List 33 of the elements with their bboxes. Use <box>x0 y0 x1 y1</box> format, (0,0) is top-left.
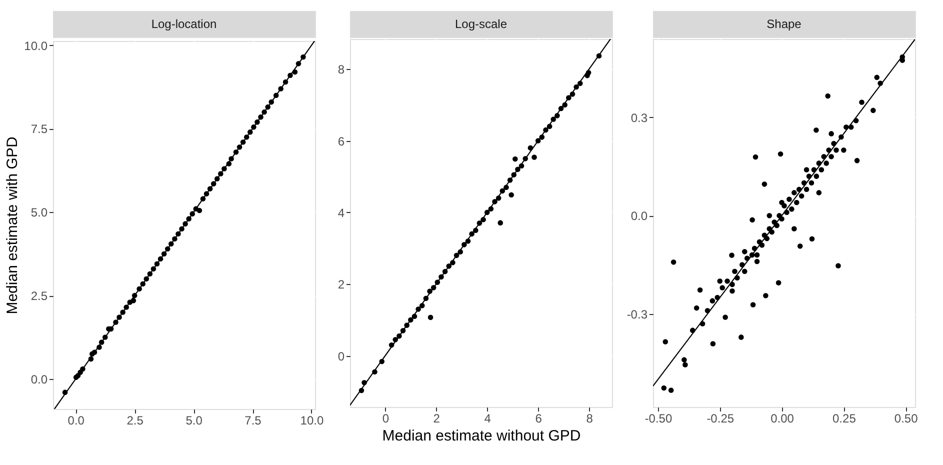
x-tick-label: 2.5 <box>126 414 144 428</box>
y-axis-title: Median estimate with GPD <box>4 136 22 314</box>
x-tick-label: 7.5 <box>244 414 262 428</box>
x-tick-label: 10.0 <box>300 414 324 428</box>
x-tick-label: -0.25 <box>706 412 734 426</box>
y-tick-label: 0 <box>338 349 345 364</box>
chart-title: Log-location <box>151 17 217 31</box>
x-tick-label: 0.00 <box>770 412 794 426</box>
y-tick-label: 7.5 <box>30 122 48 136</box>
chart-title: Log-scale <box>454 17 508 31</box>
x-tick-label: 0.0 <box>68 414 85 428</box>
x-axis-title: Median estimate without GPD <box>382 428 581 444</box>
y-tick-label: 6 <box>338 134 345 148</box>
x-tick-label: 8 <box>586 412 594 426</box>
y-tick-label: 2.5 <box>30 289 48 304</box>
y-tick-label: 5.0 <box>30 206 48 220</box>
x-tick-label: 0.25 <box>832 412 856 426</box>
x-tick-label: 2 <box>433 412 440 426</box>
y-tick-label: 2 <box>338 278 345 292</box>
x-tick-label: 0 <box>382 412 390 426</box>
y-tick-label: 10.0 <box>24 38 48 53</box>
x-tick-label: 5.0 <box>186 414 203 428</box>
chart-title: Shape <box>766 17 802 31</box>
x-tick-label: 4 <box>484 412 492 426</box>
y-tick-label: 0.0 <box>630 209 648 224</box>
y-tick-label: -0.3 <box>626 307 648 322</box>
y-tick-label: 8 <box>338 62 345 77</box>
x-tick-label: 6 <box>535 412 542 426</box>
x-tick-label: 0.50 <box>894 412 918 426</box>
y-tick-label: 4 <box>338 206 345 220</box>
x-tick-label: -0.50 <box>644 412 672 426</box>
y-tick-label: 0.0 <box>30 372 48 386</box>
y-tick-label: 0.3 <box>630 110 648 125</box>
